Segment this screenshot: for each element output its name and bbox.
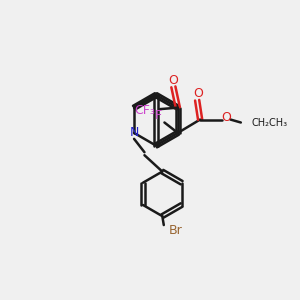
Text: N: N bbox=[129, 126, 139, 140]
Text: F: F bbox=[155, 109, 162, 122]
Text: Br: Br bbox=[169, 224, 183, 237]
Text: O: O bbox=[194, 87, 204, 100]
Text: CF₃: CF₃ bbox=[135, 104, 156, 117]
Text: O: O bbox=[221, 111, 231, 124]
Text: O: O bbox=[168, 74, 178, 87]
Text: CH₂CH₃: CH₂CH₃ bbox=[251, 118, 287, 128]
